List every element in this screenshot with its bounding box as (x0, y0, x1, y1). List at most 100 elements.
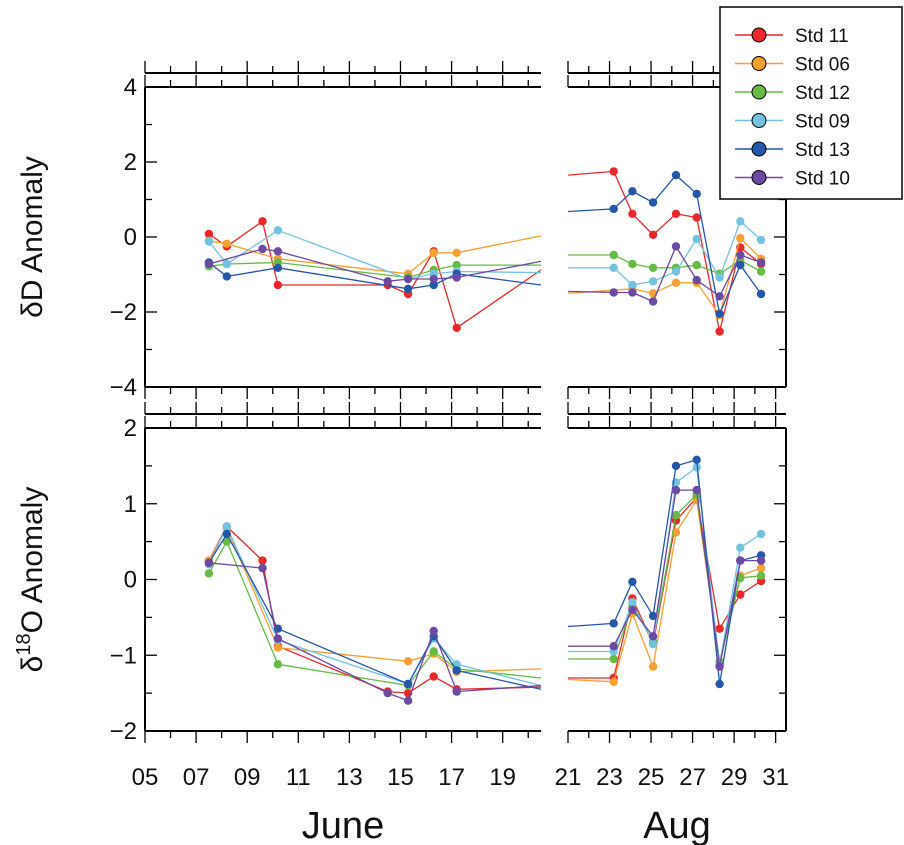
month-labels: 05 07 09 11 13 15 17 19 21 23 25 27 29 31 June Aug (132, 764, 789, 845)
series-line-aug (568, 493, 762, 663)
data-point (452, 666, 461, 675)
data-point (756, 563, 766, 573)
x-tick-label: 25 (638, 764, 665, 791)
series-line-aug (568, 458, 762, 685)
data-point (715, 309, 724, 319)
data-point (204, 558, 214, 567)
data-point (429, 647, 438, 656)
data-point (258, 244, 267, 254)
data-point (628, 577, 637, 586)
series-std-06 (204, 495, 766, 686)
data-point (222, 537, 231, 546)
data-point (756, 529, 766, 539)
y-axis-title-sup: 18 (13, 633, 35, 655)
legend-box (719, 6, 903, 200)
data-point (715, 273, 724, 282)
data-point (671, 528, 681, 537)
data-point (736, 250, 745, 260)
legend-item-std-10: Std 10 (735, 169, 850, 190)
data-point (648, 632, 658, 641)
series-std-11 (204, 167, 766, 336)
y-tick-label: 0 (124, 567, 137, 594)
legend-marker (751, 56, 767, 71)
data-point (609, 204, 618, 214)
data-point (609, 288, 618, 297)
x-tick-label: 19 (489, 764, 516, 791)
data-point (403, 679, 413, 689)
data-point (671, 242, 681, 251)
series-line-june (208, 562, 541, 702)
data-point (222, 522, 231, 531)
data-point (429, 626, 438, 636)
data-point (715, 679, 724, 689)
data-point (692, 485, 701, 495)
data-point (628, 209, 637, 218)
data-point (671, 510, 681, 520)
series-line-june (208, 525, 541, 694)
data-point (222, 272, 231, 281)
y-axis-title-greek: δ (16, 656, 49, 673)
data-point (273, 226, 283, 235)
data-point (609, 250, 618, 260)
legend-label: Std 09 (795, 112, 850, 133)
legend-marker (751, 141, 767, 157)
data-point (692, 463, 701, 472)
data-point (273, 280, 283, 290)
panel-d18O: −2 −1 0 1 2 δ18O Anomaly (13, 402, 787, 745)
data-point (715, 327, 724, 336)
data-point (648, 639, 658, 649)
series-std-09 (204, 463, 766, 689)
x-tick-label: 21 (555, 764, 582, 791)
data-point (273, 247, 283, 256)
legend-label: Std 06 (795, 55, 850, 76)
month-label-june: June (302, 805, 384, 845)
data-point (609, 677, 618, 686)
x-tick-label: 15 (387, 764, 414, 791)
data-point (671, 267, 681, 276)
data-point (671, 278, 681, 287)
data-point (715, 292, 724, 301)
legend-marker (751, 113, 767, 128)
series-line-june (208, 220, 541, 329)
y-tick-label: −4 (110, 374, 137, 401)
series-line-june (208, 526, 541, 673)
legend-label: Std 12 (795, 83, 850, 104)
x-tick-label: 05 (132, 764, 159, 791)
data-point (222, 259, 231, 269)
data-point (609, 619, 618, 628)
data-point (671, 209, 681, 218)
y-axis-title-greek: δ (16, 301, 49, 318)
legend-item-std-12: Std 12 (735, 83, 850, 104)
data-point (609, 642, 618, 651)
data-point (756, 571, 766, 580)
x-tick-label: 13 (336, 764, 363, 791)
data-point (273, 634, 283, 643)
series-std-13 (204, 170, 766, 319)
data-point (648, 198, 658, 207)
data-point (204, 237, 214, 246)
series-std-10 (204, 485, 766, 705)
data-point (383, 688, 392, 698)
data-point (648, 230, 658, 239)
data-point (736, 543, 745, 552)
data-point (648, 277, 658, 286)
data-point (258, 563, 267, 573)
series-line-june (208, 540, 541, 687)
legend-marker (751, 84, 767, 100)
legend-item-std-13: Std 13 (735, 140, 850, 161)
data-point (609, 654, 618, 664)
legend-label: Std 10 (795, 169, 850, 190)
month-label-aug: Aug (643, 805, 711, 845)
data-point (452, 323, 461, 332)
data-point (692, 189, 701, 199)
y-tick-label: 1 (124, 491, 137, 518)
y-axis-title: δD Anomaly (16, 156, 49, 318)
data-point (756, 556, 766, 565)
x-tick-label: 17 (438, 764, 465, 791)
data-point (429, 280, 438, 290)
legend-label: Std 11 (795, 26, 849, 47)
data-point (648, 662, 658, 671)
data-point (736, 556, 745, 565)
data-point (258, 556, 267, 565)
y-tick-label: −1 (110, 642, 137, 669)
